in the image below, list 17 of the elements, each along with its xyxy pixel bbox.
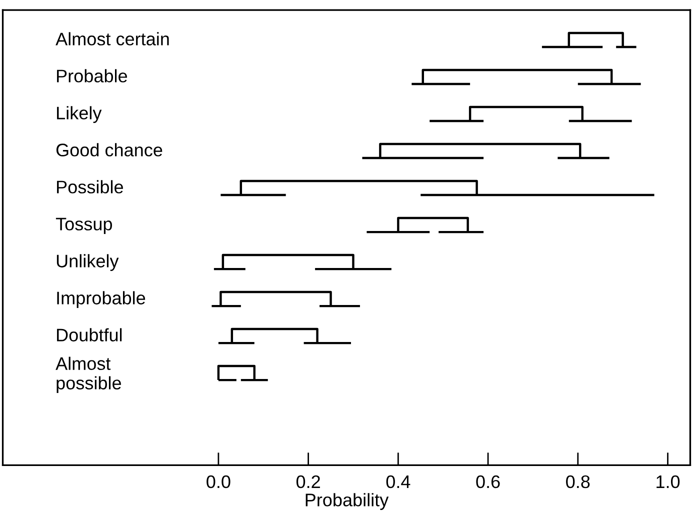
y-tick-label: Almost possible xyxy=(56,356,121,394)
x-tick-label: 0.8 xyxy=(566,475,590,488)
x-tick-label: 0.2 xyxy=(296,475,320,488)
y-tick-label: Possible xyxy=(57,180,123,194)
x-tick-label: 0.0 xyxy=(206,475,230,488)
y-tick-label: Probable xyxy=(57,69,128,82)
y-tick-label: Good chance xyxy=(56,143,162,156)
y-tick-label: Likely xyxy=(57,106,102,123)
y-tick-label: Tossup xyxy=(56,218,112,234)
x-tick-label: 1.0 xyxy=(656,475,680,488)
y-tick-label: Improbable xyxy=(57,291,146,308)
y-tick-label: Unlikely xyxy=(56,254,119,272)
x-axis-title: Probability xyxy=(306,493,389,510)
x-tick-label: 0.4 xyxy=(386,475,410,488)
x-tick-label: 0.6 xyxy=(476,475,500,488)
y-tick-label: Almost certain xyxy=(56,32,169,46)
y-tick-label: Doubtful xyxy=(57,328,122,342)
